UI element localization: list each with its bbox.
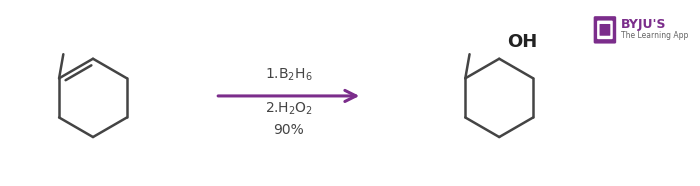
Text: 2.H$_2$O$_2$: 2.H$_2$O$_2$ bbox=[265, 101, 313, 117]
Text: OH: OH bbox=[507, 33, 538, 51]
FancyBboxPatch shape bbox=[594, 16, 616, 44]
FancyBboxPatch shape bbox=[597, 21, 612, 39]
FancyBboxPatch shape bbox=[599, 24, 610, 36]
Text: The Learning App: The Learning App bbox=[621, 31, 688, 41]
Text: 90%: 90% bbox=[274, 123, 304, 137]
Text: BYJU'S: BYJU'S bbox=[621, 18, 666, 31]
Text: 1.B$_2$H$_6$: 1.B$_2$H$_6$ bbox=[265, 67, 312, 83]
